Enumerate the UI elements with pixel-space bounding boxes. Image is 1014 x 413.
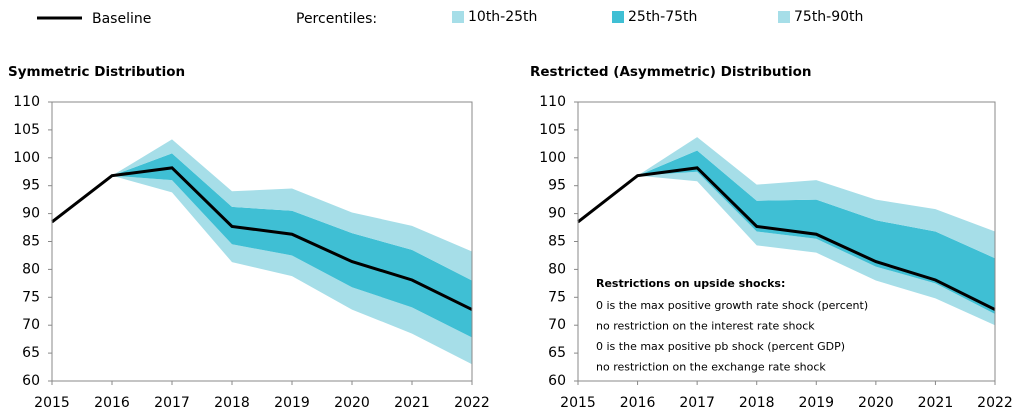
annotation-title: Restrictions on upside shocks: xyxy=(596,277,785,290)
y-tick-label: 85 xyxy=(22,234,40,250)
legend-label: 10th-25th xyxy=(468,9,537,25)
chart-title: Symmetric Distribution xyxy=(8,64,185,80)
x-tick-label: 2018 xyxy=(739,395,775,411)
x-tick-label: 2022 xyxy=(977,395,1013,411)
x-tick-label: 2015 xyxy=(560,395,596,411)
y-tick-label: 80 xyxy=(548,261,566,277)
y-tick-label: 95 xyxy=(22,178,40,194)
y-tick-label: 90 xyxy=(22,206,40,222)
x-tick-label: 2017 xyxy=(679,395,715,411)
baseline-line xyxy=(51,166,473,311)
legend-group-label: Percentiles: xyxy=(296,11,377,27)
y-tick-label: 60 xyxy=(22,373,40,389)
y-tick-label: 110 xyxy=(539,94,566,110)
x-tick-label: 2021 xyxy=(918,395,954,411)
x-tick-label: 2022 xyxy=(454,395,490,411)
baseline-line xyxy=(577,166,996,311)
y-tick-label: 100 xyxy=(13,150,40,166)
x-tick-label: 2015 xyxy=(34,395,70,411)
legend-swatch xyxy=(778,11,790,23)
legend-label: 25th-75th xyxy=(628,9,697,25)
y-tick-label: 100 xyxy=(539,150,566,166)
y-tick-label: 65 xyxy=(548,345,566,361)
y-tick-label: 65 xyxy=(22,345,40,361)
annotation: 0 is the max positive growth rate shock … xyxy=(596,299,868,312)
x-tick-label: 2018 xyxy=(214,395,250,411)
band xyxy=(112,175,472,365)
annotation: 0 is the max positive pb shock (percent … xyxy=(596,340,845,353)
annotation: no restriction on the interest rate shoc… xyxy=(596,320,815,333)
legend-label: Baseline xyxy=(92,11,151,27)
x-tick-label: 2016 xyxy=(94,395,130,411)
x-tick-label: 2020 xyxy=(858,395,894,411)
y-tick-label: 105 xyxy=(13,122,40,138)
x-tick-label: 2019 xyxy=(798,395,834,411)
band xyxy=(112,153,472,338)
y-tick-label: 105 xyxy=(539,122,566,138)
y-tick-label: 110 xyxy=(13,94,40,110)
y-tick-label: 70 xyxy=(22,317,40,333)
y-tick-label: 90 xyxy=(548,206,566,222)
x-tick-label: 2016 xyxy=(620,395,656,411)
y-tick-label: 75 xyxy=(22,289,40,305)
legend-swatch xyxy=(452,11,464,23)
y-tick-label: 95 xyxy=(548,178,566,194)
band xyxy=(637,150,995,315)
band xyxy=(637,137,995,259)
y-tick-label: 80 xyxy=(22,261,40,277)
y-tick-label: 75 xyxy=(548,289,566,305)
x-tick-label: 2020 xyxy=(334,395,370,411)
x-tick-label: 2019 xyxy=(274,395,310,411)
x-tick-label: 2021 xyxy=(394,395,430,411)
y-tick-label: 60 xyxy=(548,373,566,389)
annotation: no restriction on the exchange rate shoc… xyxy=(596,361,826,374)
legend-swatch xyxy=(612,11,624,23)
x-tick-label: 2017 xyxy=(154,395,190,411)
legend-label: 75th-90th xyxy=(794,9,863,25)
y-tick-label: 70 xyxy=(548,317,566,333)
band xyxy=(112,139,472,281)
chart-title: Restricted (Asymmetric) Distribution xyxy=(530,64,812,80)
band xyxy=(637,171,995,326)
y-tick-label: 85 xyxy=(548,234,566,250)
